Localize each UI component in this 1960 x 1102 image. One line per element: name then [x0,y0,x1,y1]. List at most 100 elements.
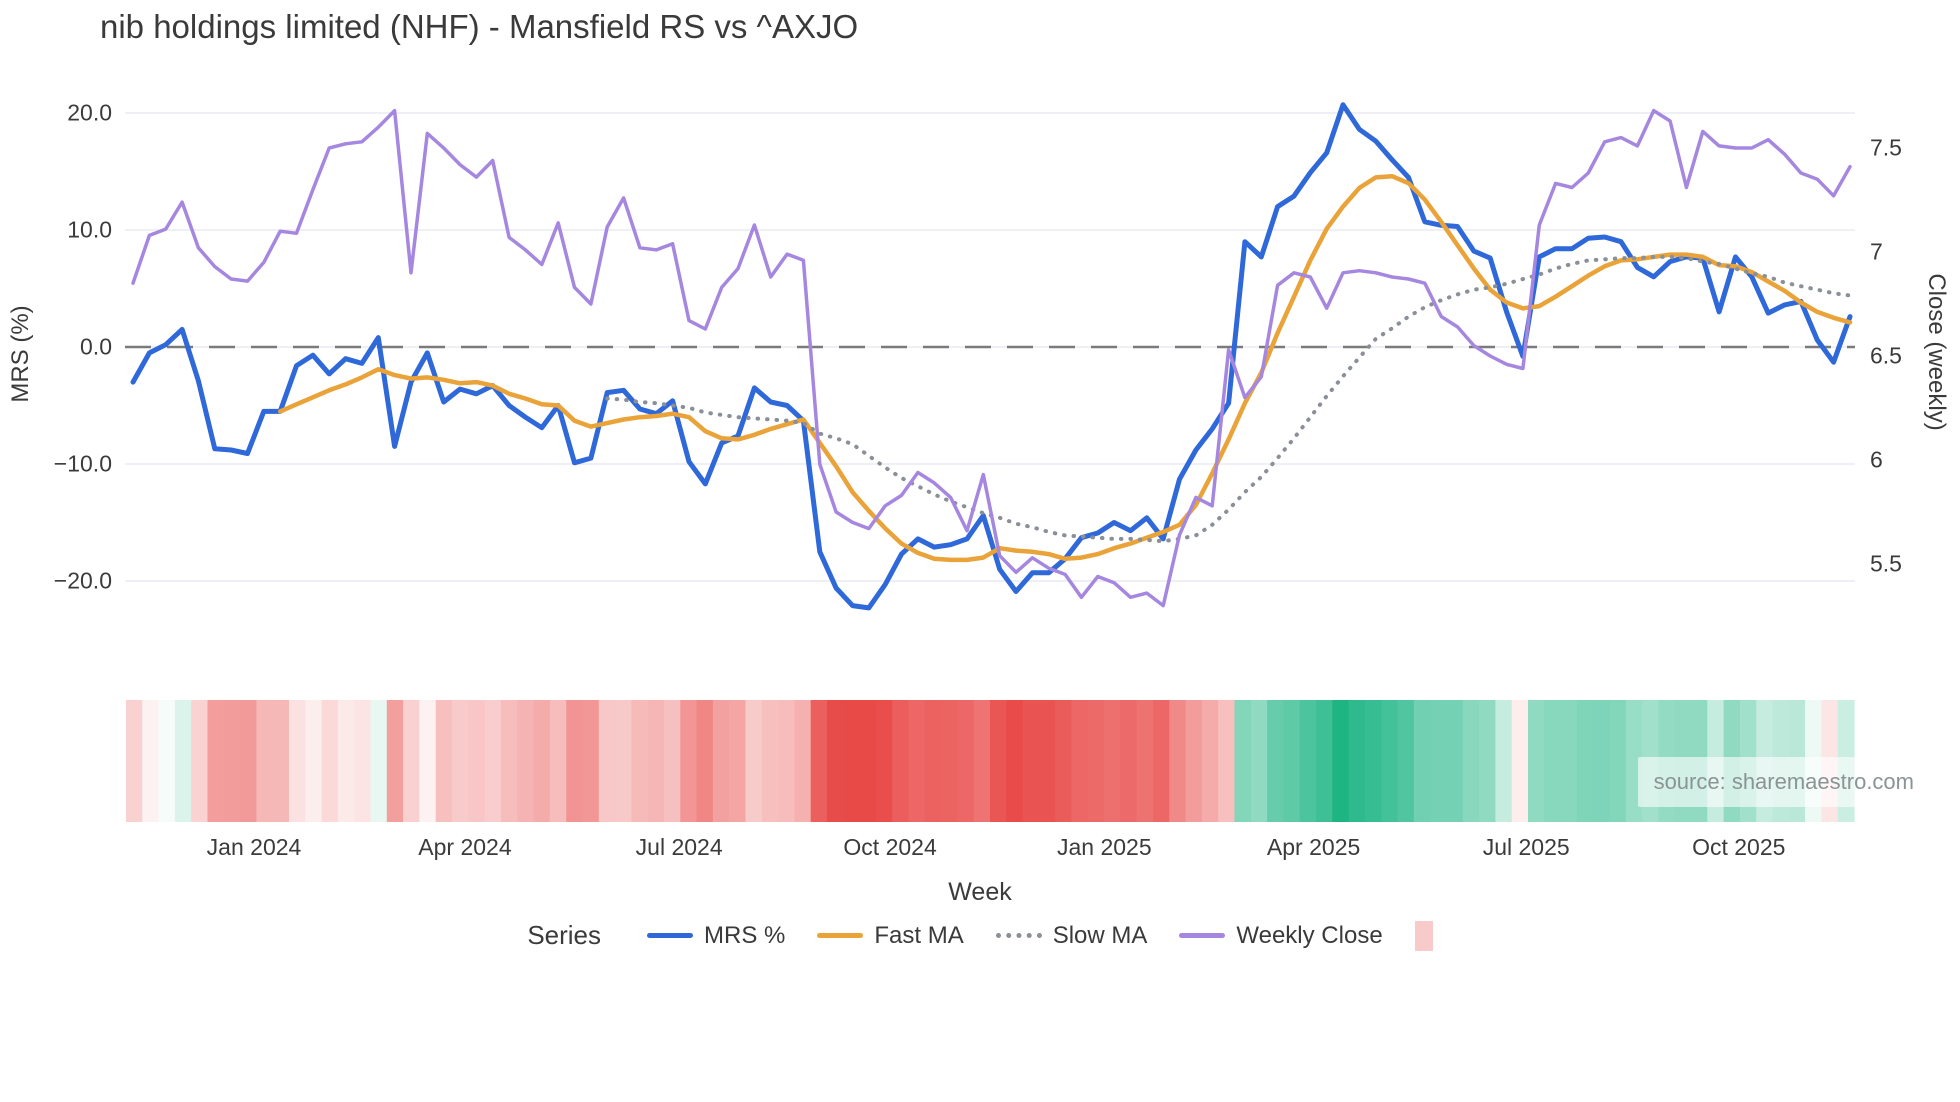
y-axis-right-title: Close (weekly) [1923,273,1950,431]
heatmap-cell [582,700,600,822]
heatmap-cell [223,700,241,822]
heatmap-cell [240,700,257,822]
y-right-tick: 6.5 [1870,342,1902,369]
heatmap-cell [272,700,290,822]
heatmap-cell [1153,700,1170,822]
heatmap-cell [892,700,910,822]
heatmap-swatch [1414,920,1433,951]
heatmap-cell [1609,700,1627,822]
legend-line-swatch [647,933,694,938]
y-axis-left-title: MRS (%) [7,305,34,403]
heatmap-cell [615,700,632,822]
heatmap-cell [1104,700,1121,822]
heatmap-cell [631,700,649,822]
heatmap-cell [1576,700,1594,822]
legend: Series MRS % Fast MA Slow MA Weekly Close [0,920,1960,951]
legend-item-label: MRS % [704,921,786,949]
y-left-tick: −20.0 [53,567,112,594]
legend-item-fast-ma[interactable]: Fast MA [817,922,964,950]
series-line-mrs- [130,102,1853,611]
legend-item-weekly-close[interactable]: Weekly Close [1179,921,1383,950]
heatmap-cell [452,700,469,822]
heatmap-cell [1430,700,1448,822]
series-line-weekly-close [131,108,1852,608]
heatmap-cell [484,700,502,822]
heatmap-cell [305,700,323,822]
heatmap-cell [1446,700,1464,822]
heatmap-cell [386,700,404,822]
y-right-tick: 7.5 [1870,134,1902,161]
heatmap-cell [778,700,795,822]
legend-items: MRS % Fast MA Slow MA Weekly Close [631,922,1399,950]
heatmap-cell [256,700,274,822]
heatmap-cell [1593,700,1611,822]
y-right-tick: 7 [1870,238,1883,265]
y-left-tick: 20.0 [67,99,112,126]
source-watermark: source: sharemaestro.com [1637,757,1930,807]
heatmap-cell [1511,700,1529,822]
legend-item-label: Weekly Close [1236,921,1383,949]
heatmap-cell [729,700,747,822]
heatmap-cell [745,700,763,822]
series-line-fast-ma [277,173,1853,563]
heatmap-cell [647,700,665,822]
heatmap-cell [1218,700,1236,822]
heatmap-cell [712,700,730,822]
legend-line-swatch [1179,933,1226,938]
chart-title: nib holdings limited (NHF) - Mansfield R… [100,8,859,45]
heatmap-cell [941,700,958,822]
heatmap-cell [598,700,616,822]
heatmap-cell [843,700,861,822]
y-left-tick: −10.0 [53,450,112,477]
heatmap-cell [761,700,779,822]
heatmap-cell [1087,700,1105,822]
heatmap-cell [1071,700,1089,822]
heatmap-cell [158,700,176,822]
heatmap-cell [1120,700,1138,822]
heatmap-cell [1462,700,1480,822]
heatmap-cell [680,700,698,822]
heatmap-cell [1413,700,1431,822]
heatmap-cell [1055,700,1073,822]
heatmap-cell [321,700,339,822]
heatmap-cell [126,700,143,822]
x-tick: Apr 2024 [418,834,512,860]
x-tick: Apr 2025 [1266,834,1361,860]
heatmap-cell [142,700,160,822]
heatmap-cell [468,700,486,822]
heatmap-cell [1234,700,1252,822]
heatmap-cell [533,700,551,822]
heatmap-cell [810,700,828,822]
heatmap-cell [370,700,388,822]
heatmap-cell [1169,700,1187,822]
series-line-slow-ma [605,254,1852,544]
heatmap-cell [1316,700,1333,822]
heatmap-cell [1479,700,1496,822]
legend-item-mrs-[interactable]: MRS % [647,922,785,950]
heatmap-cell [859,700,877,822]
heatmap-cell [1136,700,1154,822]
heatmap-cell [500,700,518,822]
y-right-tick: 5.5 [1870,550,1902,577]
heatmap-cell [1560,700,1578,822]
legend-item-slow-ma[interactable]: Slow MA [995,921,1148,950]
heatmap-cell [794,700,812,822]
heatmap-cell [1332,700,1350,822]
heatmap-cell [1528,700,1545,822]
heatmap-cell [1397,700,1415,822]
heatmap-cell [1022,700,1040,822]
heatmap-cell [1185,700,1203,822]
heatmap-cell [191,700,209,822]
heatmap-cell [990,700,1007,822]
heatmap-cell [957,700,975,822]
heatmap-cell [1038,700,1056,822]
heatmap-cell [924,700,942,822]
heatmap-cell [289,700,306,822]
heatmap-cell [207,700,225,822]
legend-item-label: Slow MA [1052,921,1148,949]
heatmap-cell [1364,700,1382,822]
legend-line-swatch [995,933,1042,938]
heatmap-cell [973,700,991,822]
heatmap-cell [664,700,681,822]
